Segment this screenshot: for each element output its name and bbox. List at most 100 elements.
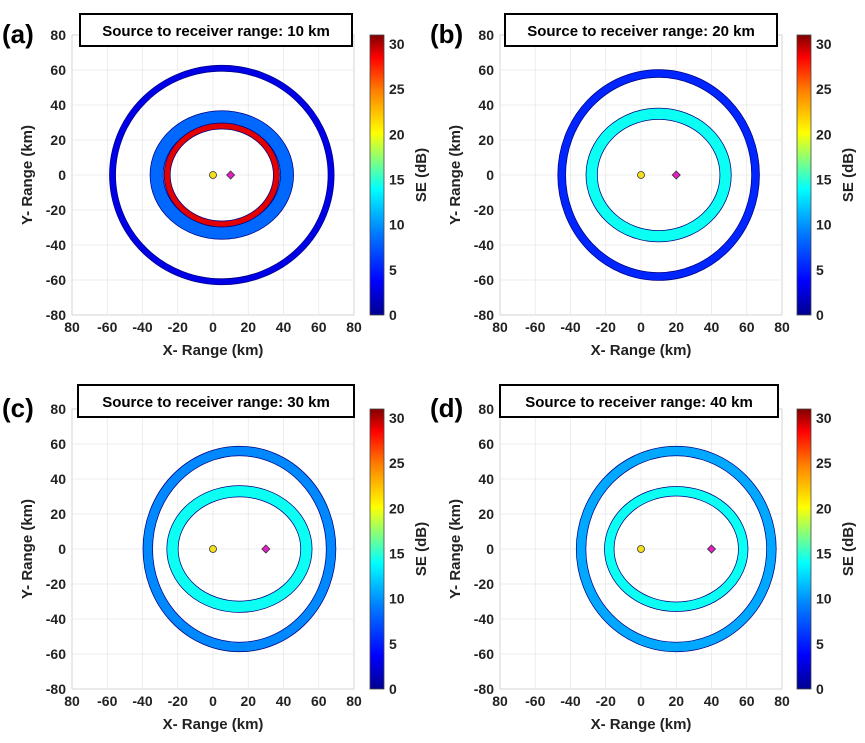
x-tick-label: 20 [668, 693, 684, 709]
colorbar-tick-label: 10 [816, 591, 832, 607]
y-axis-label: Y- Range (km) [19, 125, 36, 225]
x-tick-label: -60 [525, 693, 545, 709]
receiver-marker [706, 544, 717, 554]
colorbar-tick-label: 5 [816, 636, 824, 652]
colorbar-tick-label: 25 [816, 455, 832, 471]
colorbar-tick-label: 10 [816, 217, 832, 233]
x-tick-label: 0 [637, 319, 645, 335]
x-tick-label: -60 [525, 319, 545, 335]
colorbar-tick-label: 0 [389, 681, 397, 697]
y-tick-label: 60 [478, 436, 494, 452]
x-tick-label: 80 [346, 319, 362, 335]
se-contour-1 [109, 65, 334, 285]
receiver-marker [671, 170, 681, 180]
x-axis-label: X- Range (km) [163, 342, 264, 359]
chart-title: Source to receiver range: 10 km [102, 23, 330, 40]
x-tick-label: -40 [560, 319, 580, 335]
y-axis-label: Y- Range (km) [447, 125, 464, 225]
panel-label: (b) [430, 19, 463, 49]
y-tick-label: -20 [46, 576, 66, 592]
y-tick-label: 20 [50, 506, 66, 522]
y-tick-label: 0 [486, 167, 494, 183]
x-tick-label: 60 [311, 693, 327, 709]
x-tick-label: -20 [168, 319, 188, 335]
y-tick-label: 80 [50, 27, 66, 43]
y-tick-label: -20 [474, 576, 494, 592]
y-tick-label: -20 [46, 202, 66, 218]
se-contour-2 [586, 108, 731, 242]
y-tick-label: -60 [474, 646, 494, 662]
se-contour-2 [150, 111, 294, 239]
x-tick-label: 40 [704, 693, 720, 709]
y-tick-label: -20 [474, 202, 494, 218]
receiver-marker [261, 544, 271, 554]
panel-c: 80 -60 -40 -20 0 20 40 60 80 80 60 40 20 0 -20 -40 -60 -8… [2, 384, 430, 733]
title-box [77, 384, 355, 418]
x-tick-label: 80 [64, 693, 80, 709]
x-axis-label: X- Range (km) [163, 716, 264, 733]
panel-label: (c) [2, 393, 34, 423]
colorbar-tick-label: 20 [389, 500, 405, 516]
x-tick-label: -40 [560, 693, 580, 709]
x-tick-label: 40 [276, 693, 292, 709]
colorbar-tick-label: 20 [816, 500, 832, 516]
y-tick-label: 40 [50, 97, 66, 113]
colorbar-tick-label: 5 [389, 262, 397, 278]
colorbar-tick-label: 0 [389, 307, 397, 323]
x-tick-label: -60 [97, 319, 117, 335]
source-marker [637, 171, 645, 179]
colorbar-tick-label: 30 [816, 410, 832, 426]
colorbar-label: SE (dB) [840, 522, 857, 576]
x-tick-label: 80 [492, 693, 508, 709]
source-marker [209, 545, 217, 553]
se-contour-2 [604, 486, 748, 612]
source-marker [637, 545, 645, 553]
title-box [79, 13, 353, 47]
panel-label: (d) [430, 393, 463, 423]
x-tick-label: 20 [240, 319, 256, 335]
colorbar-tick-label: 15 [389, 172, 405, 188]
y-tick-label: 40 [478, 471, 494, 487]
colorbar [796, 408, 812, 690]
colorbar-tick-label: 25 [389, 81, 405, 97]
colorbar-tick-label: 0 [816, 307, 824, 323]
x-tick-label: 20 [240, 693, 256, 709]
y-tick-label: 20 [478, 132, 494, 148]
x-tick-label: 80 [346, 693, 362, 709]
colorbar-label: SE (dB) [413, 522, 430, 576]
y-tick-label: -40 [474, 611, 494, 627]
contour-group [142, 445, 337, 653]
y-tick-label: 40 [478, 97, 494, 113]
y-tick-label: 0 [58, 541, 66, 557]
panel-label: (a) [2, 19, 34, 49]
x-tick-label: 20 [668, 319, 684, 335]
y-axis-label: Y- Range (km) [447, 499, 464, 599]
x-tick-label: -20 [596, 319, 616, 335]
panel-b: 80 -60 -40 -20 0 20 40 60 80 80 60 40 20 0 -20 -40 -60 -8… [430, 13, 857, 359]
y-tick-label: 80 [478, 401, 494, 417]
x-tick-label: 40 [276, 319, 292, 335]
receiver-marker [226, 170, 236, 180]
y-tick-label: -40 [474, 237, 494, 253]
colorbar-tick-label: 5 [389, 636, 397, 652]
colorbar-label: SE (dB) [413, 148, 430, 202]
colorbar [369, 408, 385, 690]
y-tick-label: -60 [46, 272, 66, 288]
x-tick-label: -40 [132, 693, 152, 709]
x-tick-label: 60 [739, 319, 755, 335]
x-tick-label: 0 [637, 693, 645, 709]
y-tick-label: 80 [50, 401, 66, 417]
y-tick-label: -60 [474, 272, 494, 288]
y-tick-label: -80 [474, 681, 494, 697]
y-tick-label: 60 [50, 436, 66, 452]
x-tick-label: 80 [774, 319, 790, 335]
title-box [504, 13, 778, 47]
colorbar [369, 34, 385, 316]
y-tick-label: 80 [478, 27, 494, 43]
colorbar-tick-label: 10 [389, 591, 405, 607]
x-tick-label: 0 [209, 319, 217, 335]
colorbar [796, 34, 812, 316]
colorbar-tick-label: 20 [816, 126, 832, 142]
panel-a: 80 -60 -40 -20 0 20 40 60 80 80 60 40 20 0 -20 -40 -60 -8… [2, 13, 430, 359]
